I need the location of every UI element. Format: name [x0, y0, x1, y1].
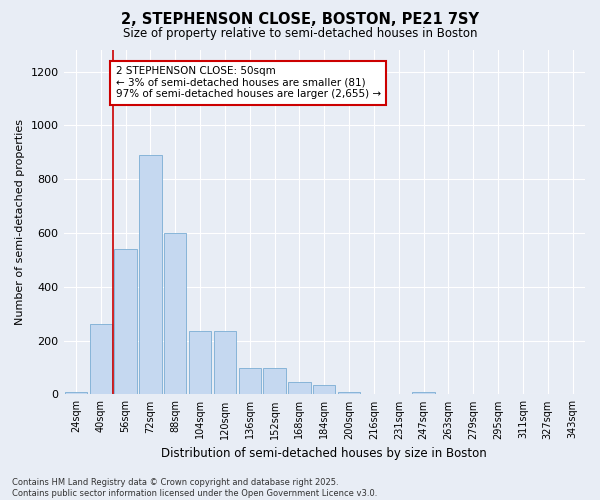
Bar [115, 249, 137, 394]
Bar [89, 324, 112, 394]
Bar [288, 382, 311, 394]
Y-axis label: Number of semi-detached properties: Number of semi-detached properties [15, 119, 25, 325]
Text: Contains HM Land Registry data © Crown copyright and database right 2025.
Contai: Contains HM Land Registry data © Crown c… [12, 478, 377, 498]
Bar [338, 392, 360, 394]
Bar [214, 331, 236, 394]
X-axis label: Distribution of semi-detached houses by size in Boston: Distribution of semi-detached houses by … [161, 447, 487, 460]
Bar [263, 368, 286, 394]
Bar [65, 392, 87, 394]
Bar [313, 385, 335, 394]
Text: Size of property relative to semi-detached houses in Boston: Size of property relative to semi-detach… [123, 28, 477, 40]
Bar [412, 392, 435, 394]
Bar [164, 233, 187, 394]
Bar [189, 331, 211, 394]
Bar [239, 368, 261, 394]
Text: 2 STEPHENSON CLOSE: 50sqm
← 3% of semi-detached houses are smaller (81)
97% of s: 2 STEPHENSON CLOSE: 50sqm ← 3% of semi-d… [116, 66, 381, 100]
Bar [139, 155, 161, 394]
Text: 2, STEPHENSON CLOSE, BOSTON, PE21 7SY: 2, STEPHENSON CLOSE, BOSTON, PE21 7SY [121, 12, 479, 28]
